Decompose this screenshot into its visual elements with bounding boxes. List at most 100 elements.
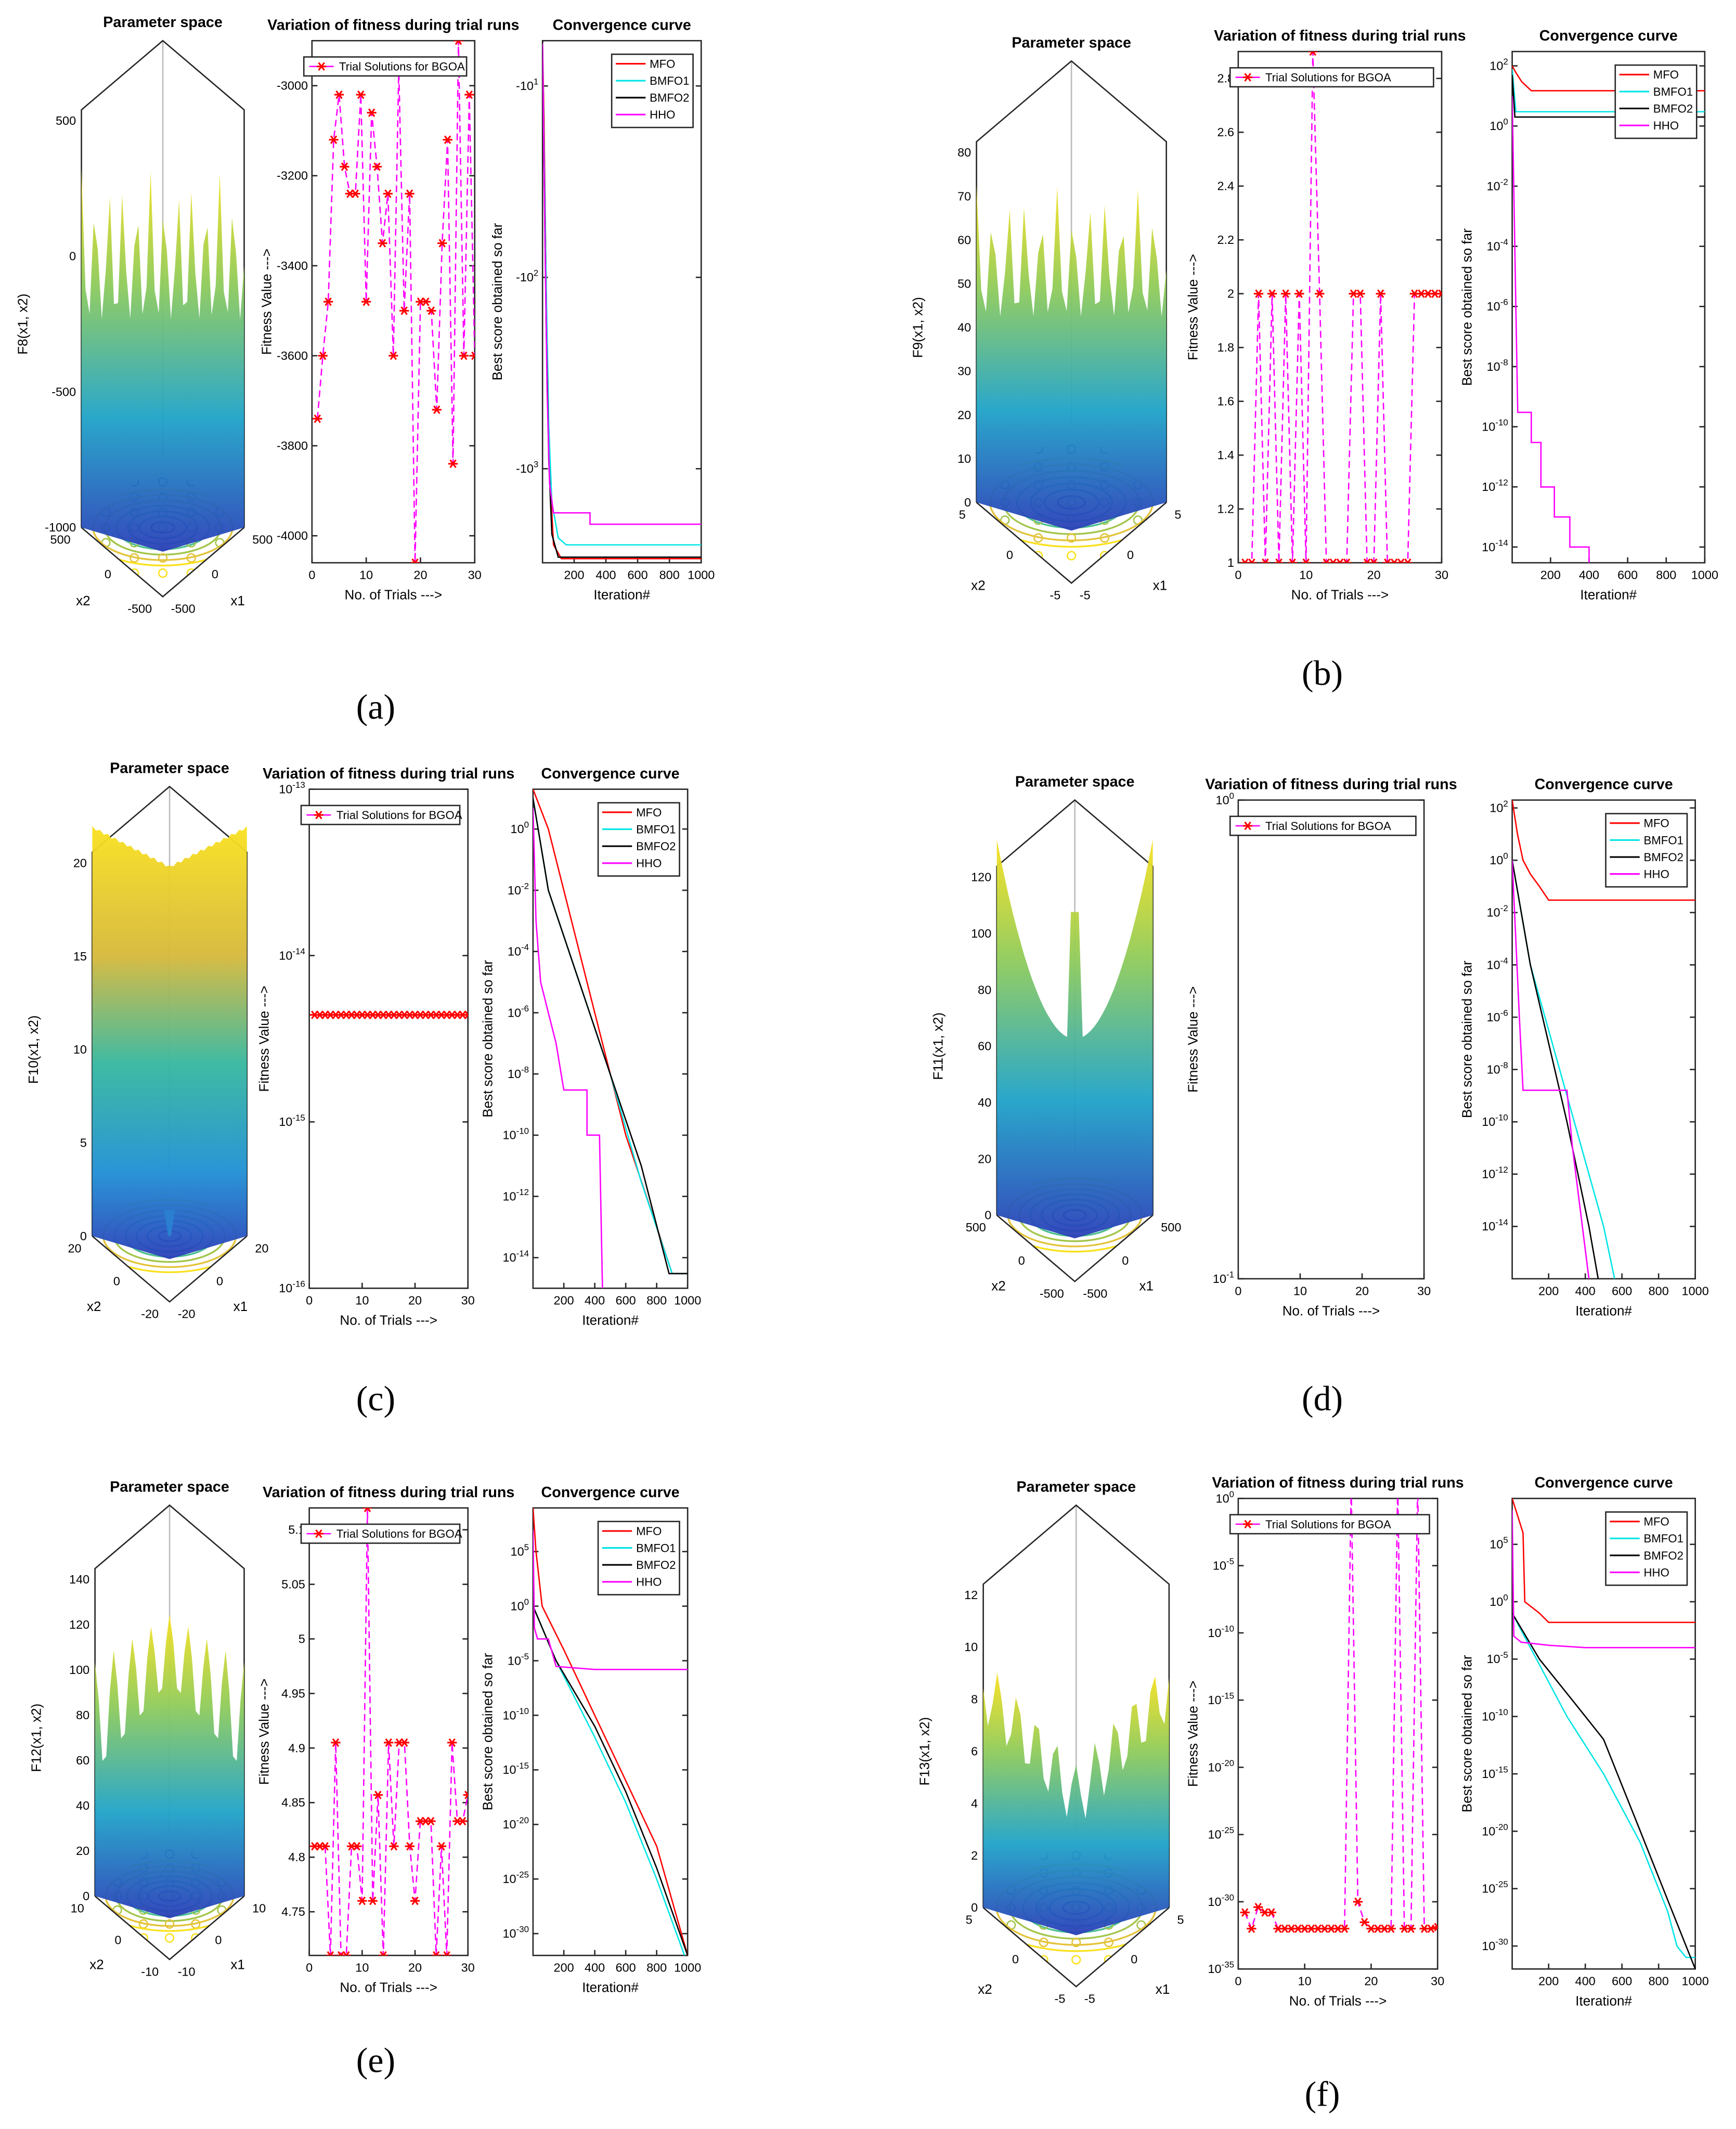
y-tick-label: 4.8 xyxy=(288,1850,305,1864)
legend-label-bmfo1: BMFO1 xyxy=(650,74,689,87)
marker-stroke xyxy=(1391,558,1395,563)
marker-stroke xyxy=(1274,1924,1282,1933)
series-bmfo2 xyxy=(533,798,688,1275)
marker-stroke xyxy=(390,351,397,360)
x1-tick-label: -500 xyxy=(171,602,196,616)
marker-stroke xyxy=(1386,558,1391,563)
trial-marker xyxy=(1253,1903,1263,1912)
y-tick-label: 105 xyxy=(511,1542,529,1558)
x2-tick-label: -20 xyxy=(141,1307,159,1321)
marker-stroke xyxy=(343,1010,350,1019)
z-tick-label: 15 xyxy=(73,950,87,963)
trial-marker xyxy=(340,162,349,171)
marker-stroke xyxy=(1248,558,1253,563)
marker-stroke xyxy=(337,1951,342,1956)
y-tick-label: 100 xyxy=(1216,791,1235,807)
x-tick-label: 0 xyxy=(1235,1975,1241,1988)
marker-stroke xyxy=(1367,1924,1375,1933)
x2-tick-label: -500 xyxy=(127,602,152,616)
legend-label-bmfo2: BMFO2 xyxy=(1644,1549,1683,1562)
y-tick-label: 1.4 xyxy=(1217,448,1234,462)
marker-stroke xyxy=(362,297,370,306)
marker-stroke xyxy=(411,558,417,563)
contour-line xyxy=(1133,533,1143,543)
marker-stroke xyxy=(414,558,419,563)
trial-marker xyxy=(458,1816,468,1826)
trial-ylabel: Fitness Value ---> xyxy=(256,985,271,1092)
trial-marker xyxy=(426,1816,436,1826)
trial-marker xyxy=(1389,558,1399,563)
marker-stroke xyxy=(373,162,381,171)
convergence-legend: MFO BMFO1 BMFO2 HHO xyxy=(611,54,694,128)
x-tick-label: 200 xyxy=(554,1294,574,1307)
series-hho xyxy=(1512,860,1590,1279)
marker-stroke xyxy=(311,1842,318,1851)
legend-label-hho: HHO xyxy=(636,857,662,870)
z-tick-label: 100 xyxy=(971,927,991,940)
marker-stroke xyxy=(1354,1897,1362,1906)
marker-stroke xyxy=(1401,1924,1408,1933)
x2-axis-label: x2 xyxy=(89,1956,104,1972)
convergence-axes-box xyxy=(1511,1498,1696,1970)
legend-label-bmfo1: BMFO1 xyxy=(636,823,676,836)
y-tick-label: 105 xyxy=(1489,1535,1508,1551)
marker-stroke xyxy=(438,239,446,248)
trial-marker xyxy=(1382,558,1392,563)
box-edge xyxy=(94,1896,245,1961)
trial-marker xyxy=(431,1951,441,1956)
trial-marker xyxy=(1308,51,1318,56)
z-tick-label: 20 xyxy=(957,408,971,422)
x2-tick-label: -500 xyxy=(1040,1287,1064,1301)
z-tick-label: 100 xyxy=(69,1663,89,1677)
surface-title: Parameter space xyxy=(1017,1478,1136,1495)
series-hho xyxy=(542,43,702,525)
trial-marker xyxy=(334,90,344,99)
marker-stroke xyxy=(1434,1923,1438,1929)
y-tick-label: 10-12 xyxy=(1482,1165,1508,1180)
marker-stroke xyxy=(321,1010,329,1019)
marker-stroke xyxy=(1356,289,1364,298)
y-tick-label: 10-15 xyxy=(1208,1691,1234,1707)
trial-ylabel: Fitness Value ---> xyxy=(1185,1681,1201,1787)
marker-stroke xyxy=(329,1951,334,1956)
marker-stroke xyxy=(464,1790,468,1797)
z-tick-label: 80 xyxy=(957,146,971,159)
surface-mesh xyxy=(983,1672,1169,1936)
x-tick-label: 800 xyxy=(646,1294,667,1307)
x-tick-label: 600 xyxy=(616,1294,636,1307)
marker-stroke xyxy=(454,1816,461,1826)
convergence-axes-box xyxy=(1511,50,1706,564)
convergence-xlabel: Iteration# xyxy=(593,587,650,603)
marker-stroke xyxy=(1291,558,1296,563)
marker-stroke xyxy=(1275,558,1280,563)
z-tick-label: 12 xyxy=(964,1588,978,1602)
z-tick-label: 10 xyxy=(957,452,971,465)
y-tick-label: 10-30 xyxy=(503,1925,529,1940)
legend-label-bmfo1: BMFO1 xyxy=(636,1541,676,1554)
marker-stroke xyxy=(417,1010,424,1019)
y-tick-label: 10-15 xyxy=(279,1113,305,1128)
z-tick-label: 40 xyxy=(76,1799,89,1812)
trial-marker xyxy=(320,1842,330,1851)
trial-marker xyxy=(432,405,442,414)
legend-label-hho: HHO xyxy=(636,1576,662,1589)
trial-marker xyxy=(1315,289,1325,298)
x-tick-label: 600 xyxy=(616,1961,636,1975)
marker-stroke xyxy=(433,405,441,414)
marker-stroke xyxy=(341,162,348,171)
trial-marker xyxy=(1359,1918,1369,1927)
marker-stroke xyxy=(1438,292,1442,298)
trial-marker xyxy=(326,1951,335,1956)
y-tick-label: 10-30 xyxy=(1208,1892,1234,1908)
marker-stroke xyxy=(1261,1908,1268,1917)
trial-marker xyxy=(1281,289,1291,298)
marker-stroke xyxy=(1307,1924,1315,1933)
surface-mesh xyxy=(996,839,1153,1239)
series-mfo xyxy=(533,1508,688,1956)
trial-marker xyxy=(405,1842,415,1851)
z-tick-label: 0 xyxy=(984,1209,991,1222)
legend-label-bmfo2: BMFO2 xyxy=(1653,102,1693,115)
trial-marker xyxy=(1288,558,1298,563)
